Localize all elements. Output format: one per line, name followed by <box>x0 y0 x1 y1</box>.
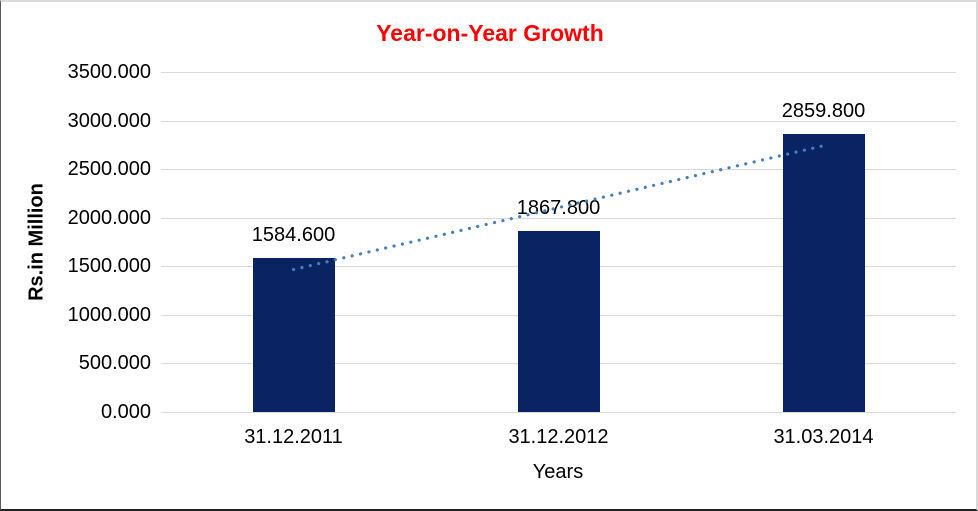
x-tick-label: 31.03.2014 <box>773 426 874 448</box>
bar-31.03.2014 <box>782 134 865 412</box>
x-tick-label: 31.12.2011 <box>244 426 343 448</box>
y-tick-label: 2500.000 <box>67 158 151 181</box>
bar-value-label: 2859.800 <box>781 100 866 123</box>
bar-value-label: 1584.600 <box>251 224 336 247</box>
y-axis-title: Rs.in Million <box>25 183 48 301</box>
gridline <box>161 120 956 122</box>
gridline <box>161 72 956 73</box>
bar-31.12.2011 <box>252 258 335 412</box>
y-tick-label: 1000.000 <box>67 303 151 326</box>
gridline <box>161 217 956 219</box>
y-tick-label: 2000.000 <box>67 206 151 229</box>
gridline <box>161 412 956 413</box>
gridline <box>161 169 956 171</box>
trendline <box>291 144 826 272</box>
y-tick-label: 3000.000 <box>67 109 151 132</box>
y-tick-label: 500.000 <box>78 352 151 375</box>
y-tick-label: 3500.000 <box>67 61 151 83</box>
y-tick-label: 1500.000 <box>67 255 151 278</box>
y-tick-label: 0.000 <box>100 401 151 423</box>
x-axis-title: Years <box>532 461 584 483</box>
chart-title: Year-on-Year Growth <box>376 20 604 46</box>
bar-31.12.2012 <box>517 230 600 412</box>
x-tick-label: 31.12.2012 <box>508 426 609 448</box>
